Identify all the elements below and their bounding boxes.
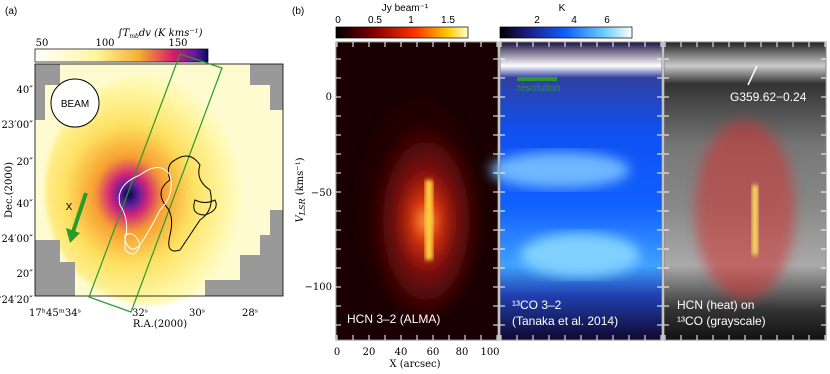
y-axis-title: VLSR (kms⁻¹) xyxy=(295,157,307,222)
x-axis-title: R.A.(2000) xyxy=(133,319,187,330)
y-tick-label: 0 xyxy=(326,92,332,103)
y-tick-label: −50 xyxy=(311,188,332,199)
x-tick-label: 28ˢ xyxy=(242,308,258,319)
panel-caption: ¹³CO (grayscale) xyxy=(677,314,766,328)
x-tick-label: 100 xyxy=(480,347,499,358)
colorbar-title: Jy beam⁻¹ xyxy=(382,3,429,14)
colorbar-title: K xyxy=(559,3,566,14)
colorbar-tick: 6 xyxy=(604,15,610,26)
x-tick-label: 80 xyxy=(456,347,469,358)
colorbar xyxy=(34,48,209,63)
x-tick-label: 0 xyxy=(334,347,340,358)
colorbar-tick: 0 xyxy=(335,15,341,26)
colorbar xyxy=(499,26,633,39)
panel-caption: HCN 3–2 (ALMA) xyxy=(347,312,440,326)
source-label: G359.62−0.24 xyxy=(730,90,807,104)
pv-middle xyxy=(490,41,663,341)
panel-caption: HCN (heat) on xyxy=(677,298,754,312)
colorbar xyxy=(335,26,469,39)
y-axis-title: Dec.(2000) xyxy=(4,162,15,218)
y-tick-label: 20″ xyxy=(17,269,34,280)
x-tick-label: 17ʰ45ᵐ34ˢ xyxy=(29,308,81,319)
pv-right xyxy=(663,41,827,341)
colorbar-tick: 1.5 xyxy=(441,15,455,26)
marker-label: X xyxy=(66,202,73,213)
y-tick-label: 23′00″ xyxy=(2,120,34,131)
x-tick-label: 40 xyxy=(395,347,408,358)
y-tick-label: 24′00″ xyxy=(2,234,34,245)
map xyxy=(34,53,284,313)
y-tick-label: −100 xyxy=(305,282,332,293)
panel-caption: ¹³CO 3–2 xyxy=(512,298,562,312)
panel-label: (a) xyxy=(5,6,17,17)
panel-label: (b) xyxy=(292,6,304,17)
colorbar-tick: 0.5 xyxy=(368,15,382,26)
colorbar-title: ∫Tmbdv (K kms⁻¹) xyxy=(117,28,202,40)
x-tick-label: 20 xyxy=(363,347,376,358)
x-tick-label: 32ˢ xyxy=(132,308,148,319)
resolution-label: resolution xyxy=(517,83,560,94)
colorbar-tick: 100 xyxy=(95,38,114,49)
y-tick-label: 40″ xyxy=(17,85,34,96)
axis-ticks xyxy=(336,42,826,340)
y-tick-label: −29°24′20″ xyxy=(0,295,33,306)
colorbar-tick: 150 xyxy=(168,38,187,49)
panel-caption: (Tanaka et al. 2014) xyxy=(512,314,618,328)
x-tick-label: 30ˢ xyxy=(189,308,205,319)
colorbar-tick: 1 xyxy=(408,15,414,26)
pv-left xyxy=(335,41,499,341)
beam-label: BEAM xyxy=(61,99,89,110)
y-tick-label: 40″ xyxy=(17,199,34,210)
colorbar-tick: 4 xyxy=(571,15,577,26)
y-tick-label: 20″ xyxy=(17,157,34,168)
colorbar-tick: 2 xyxy=(534,15,540,26)
colorbar-tick: 50 xyxy=(36,38,49,49)
x-tick-label: 60 xyxy=(427,347,440,358)
x-axis-title: X (arcsec) xyxy=(389,359,440,370)
